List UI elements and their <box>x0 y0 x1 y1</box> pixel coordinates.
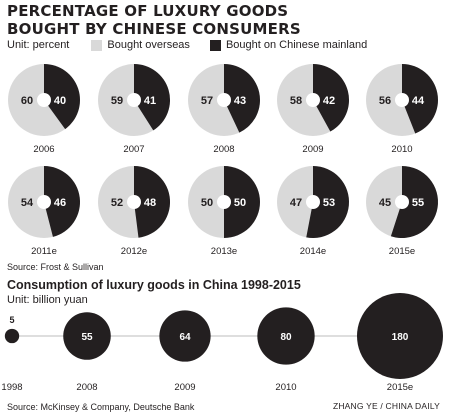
pie-label-mainland: 44 <box>412 95 425 107</box>
pie-2012e: 48 52 2012e <box>98 166 171 257</box>
bubble-year-label: 2009 <box>174 382 195 393</box>
pie-2007: 41 59 2007 <box>98 64 171 155</box>
pie-label-overseas: 56 <box>379 95 391 107</box>
pie-year-label: 2008 <box>213 144 234 155</box>
pie-label-overseas: 52 <box>111 197 123 209</box>
bubble-2009: 64 2009 <box>159 310 211 393</box>
pie-year-label: 2006 <box>33 144 54 155</box>
source-mckinsey: Source: McKinsey & Company, Deutsche Ban… <box>7 402 195 412</box>
bubble-value-label: 55 <box>81 332 93 343</box>
pie-2008: 43 57 2008 <box>188 64 260 155</box>
pie-label-overseas: 59 <box>111 95 123 107</box>
pie-2015e: 55 45 2015e <box>366 166 438 257</box>
pie-slice-mainland <box>306 166 350 238</box>
bubble-1998: 5 1998 <box>1 315 22 393</box>
chart-title: PERCENTAGE OF LUXURY GOODS BOUGHT BY CHI… <box>7 2 301 38</box>
pie-year-label: 2010 <box>391 144 412 155</box>
bubble-circle <box>357 293 443 379</box>
pie-2013e: 50 50 2013e <box>188 166 260 257</box>
legend-swatch-mainland <box>209 39 221 51</box>
pie-label-overseas: 57 <box>201 95 213 107</box>
pie-2009: 42 58 2009 <box>277 64 350 155</box>
pie-2014e: 53 47 2014e <box>277 166 350 257</box>
legend-label-overseas: Bought overseas <box>107 39 190 51</box>
pie-hole <box>37 195 51 209</box>
pie-label-mainland: 48 <box>144 197 156 209</box>
pie-label-overseas: 58 <box>290 95 302 107</box>
bubble-circle <box>4 328 20 344</box>
legend-swatch-overseas <box>91 39 103 51</box>
pie-year-label: 2007 <box>123 144 144 155</box>
bubble-value-label: 5 <box>9 315 14 325</box>
pie-hole <box>306 93 320 107</box>
pie-hole <box>217 195 231 209</box>
bubble-year-label: 1998 <box>1 382 22 393</box>
pie-grid: 40 60 2006 41 59 2007 43 57 2008 42 58 2009 44 56 2010… <box>8 64 438 257</box>
pie-label-mainland: 41 <box>144 95 156 107</box>
pie-slice-mainland <box>224 166 260 238</box>
pie-year-label: 2015e <box>389 246 415 257</box>
pie-label-mainland: 53 <box>323 197 335 209</box>
pie-slice-mainland <box>402 64 438 134</box>
pie-label-overseas: 45 <box>379 197 391 209</box>
bubble-value-label: 80 <box>280 332 292 343</box>
consumption-unit: Unit: billion yuan <box>7 294 88 306</box>
pie-year-label: 2012e <box>121 246 147 257</box>
pie-2011e: 46 54 2011e <box>8 166 81 257</box>
pie-slice-mainland <box>44 166 81 237</box>
pie-slice-mainland <box>134 64 171 131</box>
pie-label-mainland: 42 <box>323 95 335 107</box>
pie-hole <box>395 195 409 209</box>
pie-slice-mainland <box>134 166 171 238</box>
pie-label-mainland: 40 <box>54 95 66 107</box>
pie-slice-mainland <box>390 166 438 238</box>
pie-year-label: 2011e <box>31 246 57 257</box>
pie-label-overseas: 50 <box>201 197 213 209</box>
pie-hole <box>127 93 141 107</box>
bubble-year-label: 2010 <box>275 382 296 393</box>
legend-label-mainland: Bought on Chinese mainland <box>225 39 368 51</box>
pie-slice-mainland <box>44 64 80 130</box>
pie-slice-mainland <box>313 64 350 132</box>
pie-hole <box>127 195 141 209</box>
pie-2006: 40 60 2006 <box>8 64 80 155</box>
pie-label-overseas: 60 <box>21 95 33 107</box>
bubble-year-label: 2008 <box>76 382 97 393</box>
bubble-circle <box>63 312 111 360</box>
bubble-2008: 55 2008 <box>63 312 111 393</box>
pie-label-mainland: 50 <box>234 197 246 209</box>
bubble-year-label: 2015e <box>387 382 413 393</box>
source-frost: Source: Frost & Sullivan <box>7 262 104 272</box>
bubble-value-label: 64 <box>179 332 191 343</box>
pie-label-mainland: 55 <box>412 197 424 209</box>
pie-2010: 44 56 2010 <box>366 64 438 155</box>
unit-label: Unit: percent <box>7 39 70 51</box>
bubble-value-label: 180 <box>392 332 409 343</box>
pie-year-label: 2014e <box>300 246 326 257</box>
pie-hole <box>217 93 231 107</box>
bubble-circle <box>159 310 211 362</box>
consumption-title: Consumption of luxury goods in China 199… <box>7 278 301 292</box>
pie-label-mainland: 43 <box>234 95 246 107</box>
pie-label-mainland: 46 <box>54 197 66 209</box>
pie-hole <box>306 195 320 209</box>
pie-hole <box>395 93 409 107</box>
bubble-2015e: 180 2015e <box>357 293 443 393</box>
pie-slice-mainland <box>224 64 260 133</box>
credit: ZHANG YE / CHINA DAILY <box>332 401 440 411</box>
bubble-circle <box>257 307 315 365</box>
bubble-2010: 80 2010 <box>257 307 315 393</box>
pie-year-label: 2009 <box>302 144 323 155</box>
pie-label-overseas: 47 <box>290 197 302 209</box>
pie-label-overseas: 54 <box>21 197 34 209</box>
pie-hole <box>37 93 51 107</box>
legend: Unit: percent Bought overseas Bought on … <box>7 39 367 51</box>
pie-year-label: 2013e <box>211 246 237 257</box>
